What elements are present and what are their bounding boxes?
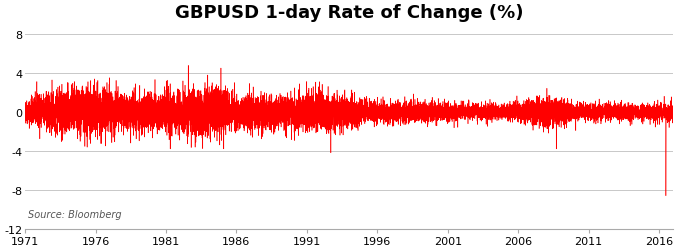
Title: GBPUSD 1-day Rate of Change (%): GBPUSD 1-day Rate of Change (%) — [175, 4, 524, 22]
Text: Source: Bloomberg: Source: Bloomberg — [29, 209, 122, 219]
